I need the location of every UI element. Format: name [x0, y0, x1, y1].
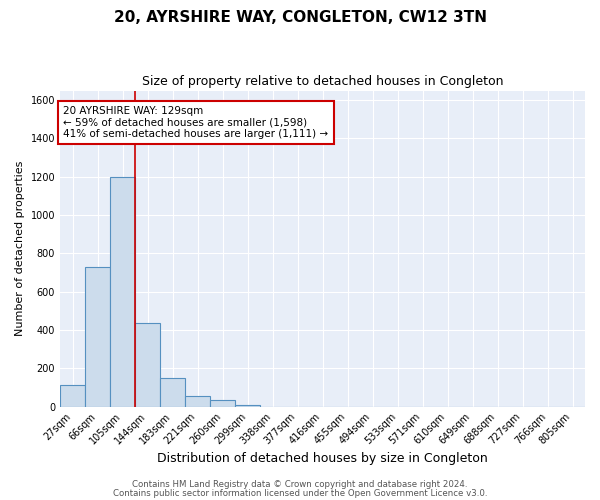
- Bar: [85, 267, 110, 406]
- Bar: [210, 400, 235, 406]
- Bar: [135, 324, 160, 406]
- Text: 20 AYRSHIRE WAY: 129sqm
← 59% of detached houses are smaller (1,598)
41% of semi: 20 AYRSHIRE WAY: 129sqm ← 59% of detache…: [63, 106, 328, 139]
- Text: 20, AYRSHIRE WAY, CONGLETON, CW12 3TN: 20, AYRSHIRE WAY, CONGLETON, CW12 3TN: [113, 10, 487, 25]
- Text: Contains public sector information licensed under the Open Government Licence v3: Contains public sector information licen…: [113, 489, 487, 498]
- Title: Size of property relative to detached houses in Congleton: Size of property relative to detached ho…: [142, 75, 503, 88]
- Text: Contains HM Land Registry data © Crown copyright and database right 2024.: Contains HM Land Registry data © Crown c…: [132, 480, 468, 489]
- Bar: [235, 404, 260, 406]
- Bar: [110, 176, 135, 406]
- Bar: [60, 384, 85, 406]
- X-axis label: Distribution of detached houses by size in Congleton: Distribution of detached houses by size …: [157, 452, 488, 465]
- Bar: [160, 378, 185, 406]
- Bar: [185, 396, 210, 406]
- Y-axis label: Number of detached properties: Number of detached properties: [15, 161, 25, 336]
